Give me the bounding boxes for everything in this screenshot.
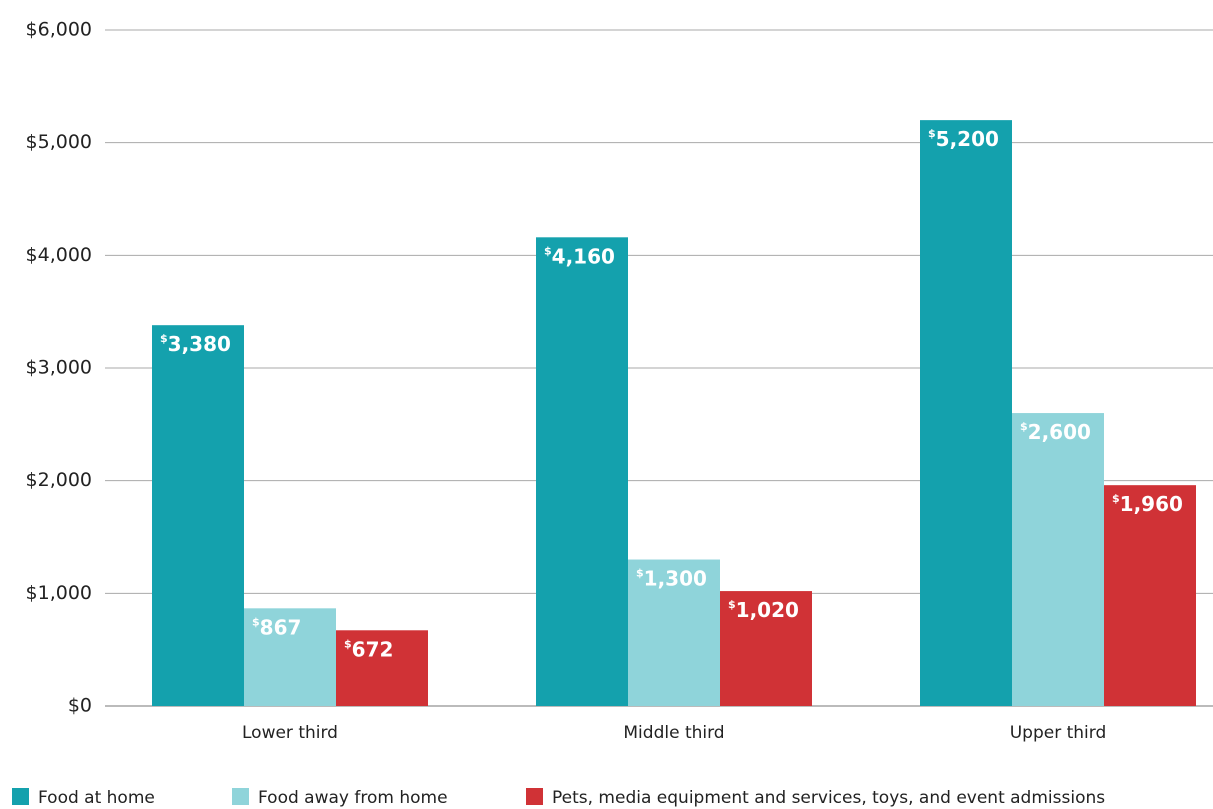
y-tick-label: $4,000 — [26, 244, 92, 266]
legend-swatch — [232, 788, 249, 805]
y-tick-label: $3,000 — [26, 357, 92, 379]
bar — [336, 630, 428, 706]
y-tick-label: $6,000 — [26, 19, 92, 41]
value-label: $2,600 — [1020, 420, 1091, 444]
y-tick-label: $5,000 — [26, 131, 92, 153]
value-label: $672 — [344, 637, 393, 661]
value-label: $1,020 — [728, 598, 799, 622]
bar — [1104, 485, 1196, 706]
y-tick-label: $0 — [68, 695, 92, 717]
legend-swatch — [12, 788, 29, 805]
bar — [152, 325, 244, 706]
legend-swatch — [526, 788, 543, 805]
x-tick-label: Upper third — [1010, 723, 1107, 743]
value-label: $3,380 — [160, 332, 231, 356]
legend-label: Pets, media equipment and services, toys… — [552, 788, 1105, 808]
bar — [536, 237, 628, 706]
value-label: $5,200 — [928, 127, 999, 151]
legend-label: Food away from home — [258, 788, 448, 808]
bar — [920, 120, 1012, 707]
value-label: $867 — [252, 615, 301, 639]
y-tick-label: $1,000 — [26, 582, 92, 604]
x-tick-label: Middle third — [623, 723, 724, 743]
bar — [244, 608, 336, 706]
bar — [1012, 413, 1104, 706]
value-label: $4,160 — [544, 244, 615, 268]
bar — [720, 591, 812, 706]
bar — [628, 559, 720, 706]
value-label: $1,960 — [1112, 492, 1183, 516]
legend-label: Food at home — [38, 788, 155, 808]
x-tick-label: Lower third — [242, 723, 338, 743]
y-tick-label: $2,000 — [26, 469, 92, 491]
value-label: $1,300 — [636, 566, 707, 590]
